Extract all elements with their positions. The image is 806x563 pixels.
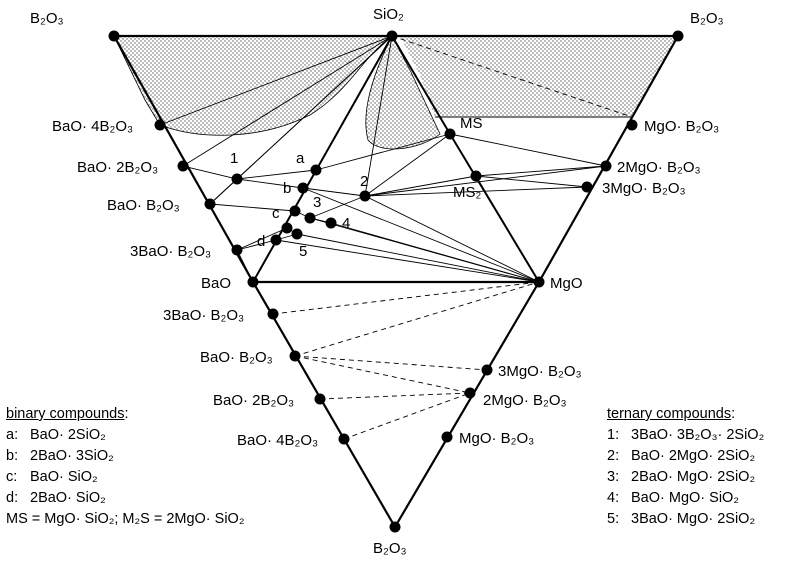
edge-label-bao-b2o3-lower: BaO· B₂O₃ — [200, 349, 273, 366]
vertex-label-b2o3-top-right: B₂O₃ — [690, 10, 724, 27]
binary-legend-key: d: — [6, 490, 19, 506]
ternary-legend-title-colon: : — [731, 406, 736, 422]
binary-legend-key: b: — [6, 448, 19, 464]
label-3: 3 — [313, 194, 321, 211]
ternary-legend-key: 2: — [607, 448, 620, 464]
edge-label-bao-4b2o3-upper: BaO· 4B₂O₃ — [52, 118, 133, 135]
vertex-label-b2o3-top-left: B₂O₃ — [30, 10, 64, 27]
ternary-legend-key: 3: — [607, 469, 620, 485]
ternary-legend-item: 2: BaO· 2MgO· 2SiO₂ — [607, 446, 764, 467]
binary-compounds-legend: binary compounds: a: BaO· 2SiO₂ b: 2BaO· 3… — [6, 404, 244, 530]
edge-label-bao-4b2o3-lower: BaO· 4B₂O₃ — [237, 432, 318, 449]
ternary-legend-key: 1: — [607, 427, 620, 443]
ternary-legend-title-row: ternary compounds: — [607, 404, 764, 425]
ternary-legend-item: 1: 3BaO· 3B₂O₃· 2SiO₂ — [607, 425, 764, 446]
lower-dashed-tie-lines — [272, 281, 540, 440]
binary-legend-item: b: 2BaO· 3SiO₂ — [6, 446, 244, 467]
ternary-legend-item: 3: 2BaO· MgO· 2SiO₂ — [607, 467, 764, 488]
binary-legend-item: a: BaO· 2SiO₂ — [6, 425, 244, 446]
ternary-legend-key: 5: — [607, 511, 620, 527]
edge-label-3bao-b2o3-lower: 3BaO· B₂O₃ — [163, 307, 244, 324]
binary-legend-title-colon: : — [124, 406, 129, 422]
vertex-label-mgo: MgO — [550, 275, 583, 292]
label-ms2: MS₂ — [453, 184, 482, 201]
vertex-label-b2o3-bottom: B₂O₃ — [373, 540, 407, 557]
binary-legend-text: BaO· 2SiO₂ — [30, 427, 106, 443]
ternary-compounds-legend: ternary compounds: 1: 3BaO· 3B₂O₃· 2SiO₂ … — [607, 404, 764, 530]
binary-legend-key: a: — [6, 427, 19, 443]
label-a: a — [296, 150, 305, 167]
tie-lines — [159, 35, 633, 283]
binary-legend-text: 2BaO· SiO₂ — [30, 490, 106, 506]
binary-legend-title: binary compounds — [6, 406, 125, 422]
ternary-legend-key: 4: — [607, 490, 620, 506]
edge-label-bao-b2o3-upper: BaO· B₂O₃ — [107, 197, 180, 214]
compound-points — [108, 30, 684, 533]
label-c: c — [272, 205, 280, 222]
edge-label-3bao-b2o3-upper: 3BaO· B₂O₃ — [130, 243, 211, 260]
label-2: 2 — [360, 173, 368, 190]
vertex-label-sio2: SiO₂ — [373, 6, 404, 23]
shaded-region-left — [113, 35, 394, 136]
label-5: 5 — [299, 243, 307, 260]
edge-label-2mgo-b2o3-lower: 2MgO· B₂O₃ — [483, 392, 567, 409]
lower-triangle-edges — [252, 281, 540, 528]
label-ms: MS — [460, 115, 483, 132]
binary-legend-text: 2BaO· 3SiO₂ — [30, 448, 114, 464]
binary-legend-item: c: BaO· SiO₂ — [6, 467, 244, 488]
edge-label-mgo-b2o3-upper: MgO· B₂O₃ — [644, 118, 719, 135]
ternary-legend-item: 5: 3BaO· MgO· 2SiO₂ — [607, 509, 764, 530]
ternary-legend-text: 3BaO· 3B₂O₃· 2SiO₂ — [631, 427, 765, 443]
binary-legend-item: d: 2BaO· SiO₂ — [6, 488, 244, 509]
binary-legend-footnote: MS = MgO· SiO₂; M₂S = 2MgO· SiO₂ — [6, 511, 245, 527]
ternary-legend-item: 4: BaO· MgO· SiO₂ — [607, 488, 764, 509]
edge-label-3mgo-b2o3-lower: 3MgO· B₂O₃ — [498, 363, 582, 380]
edge-label-2mgo-b2o3-upper: 2MgO· B₂O₃ — [617, 159, 701, 176]
binary-legend-text: BaO· SiO₂ — [30, 469, 98, 485]
edge-label-bao-2b2o3-lower: BaO· 2B₂O₃ — [213, 392, 294, 409]
edge-label-bao-2b2o3-upper: BaO· 2B₂O₃ — [77, 159, 158, 176]
edge-label-3mgo-b2o3-upper: 3MgO· B₂O₃ — [602, 180, 686, 197]
label-4: 4 — [342, 215, 350, 232]
ternary-legend-text: BaO· 2MgO· 2SiO₂ — [631, 448, 756, 464]
binary-legend-key: c: — [6, 469, 18, 485]
shaded-region-right — [400, 36, 678, 117]
ternary-legend-text: 2BaO· MgO· 2SiO₂ — [631, 469, 756, 485]
binary-legend-title-row: binary compounds: — [6, 404, 244, 425]
ternary-legend-text: 3BaO· MgO· 2SiO₂ — [631, 511, 756, 527]
label-d: d — [257, 233, 265, 250]
label-1: 1 — [230, 150, 238, 167]
edge-label-mgo-b2o3-lower: MgO· B₂O₃ — [459, 430, 534, 447]
shaded-region-ms — [365, 35, 441, 150]
ternary-legend-title: ternary compounds — [607, 406, 732, 422]
label-b: b — [283, 180, 291, 197]
ternary-legend-text: BaO· MgO· SiO₂ — [631, 490, 739, 506]
vertex-label-bao: BaO — [201, 275, 231, 292]
